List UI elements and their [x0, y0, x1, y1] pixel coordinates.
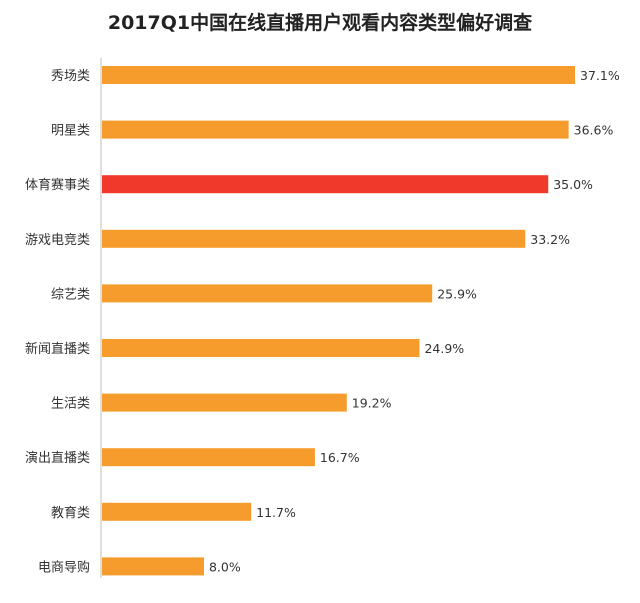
value-label: 33.2%: [530, 232, 570, 247]
bars-group: 秀场类 37.1% 明星类 36.6% 体育赛事类 35.0% 游戏电竞类 33.2% 综艺类 2…: [25, 66, 620, 576]
category-label: 综艺类: [51, 287, 90, 302]
bar: [102, 393, 347, 412]
category-label: 生活类: [51, 397, 90, 412]
bar: [102, 557, 204, 576]
value-label: 36.6%: [574, 123, 614, 138]
value-label: 8.0%: [209, 559, 241, 574]
value-label: 24.9%: [424, 341, 464, 356]
category-label: 明星类: [51, 124, 90, 139]
category-label: 秀场类: [51, 69, 90, 84]
value-label: 19.2%: [352, 396, 392, 411]
bar: [102, 339, 420, 357]
category-label: 电商导购: [38, 559, 90, 575]
bar: [102, 120, 569, 139]
bar: [102, 284, 433, 303]
chart-title: 2017Q1中国在线直播用户观看内容类型偏好调查: [107, 12, 533, 34]
bar: [102, 175, 549, 194]
category-label: 新闻直播类: [25, 341, 90, 357]
bar: [102, 229, 526, 248]
category-label: 体育赛事类: [25, 177, 90, 193]
value-label: 37.1%: [580, 68, 620, 83]
value-label: 25.9%: [437, 286, 477, 301]
category-label: 游戏电竞类: [25, 232, 90, 248]
bar: [102, 448, 315, 467]
value-label: 35.0%: [553, 177, 593, 192]
value-label: 11.7%: [256, 505, 296, 520]
category-label: 演出直播类: [25, 450, 90, 466]
category-label: 教育类: [51, 505, 90, 521]
value-label: 16.7%: [320, 450, 360, 465]
bar: [102, 502, 252, 521]
bar: [102, 66, 575, 84]
